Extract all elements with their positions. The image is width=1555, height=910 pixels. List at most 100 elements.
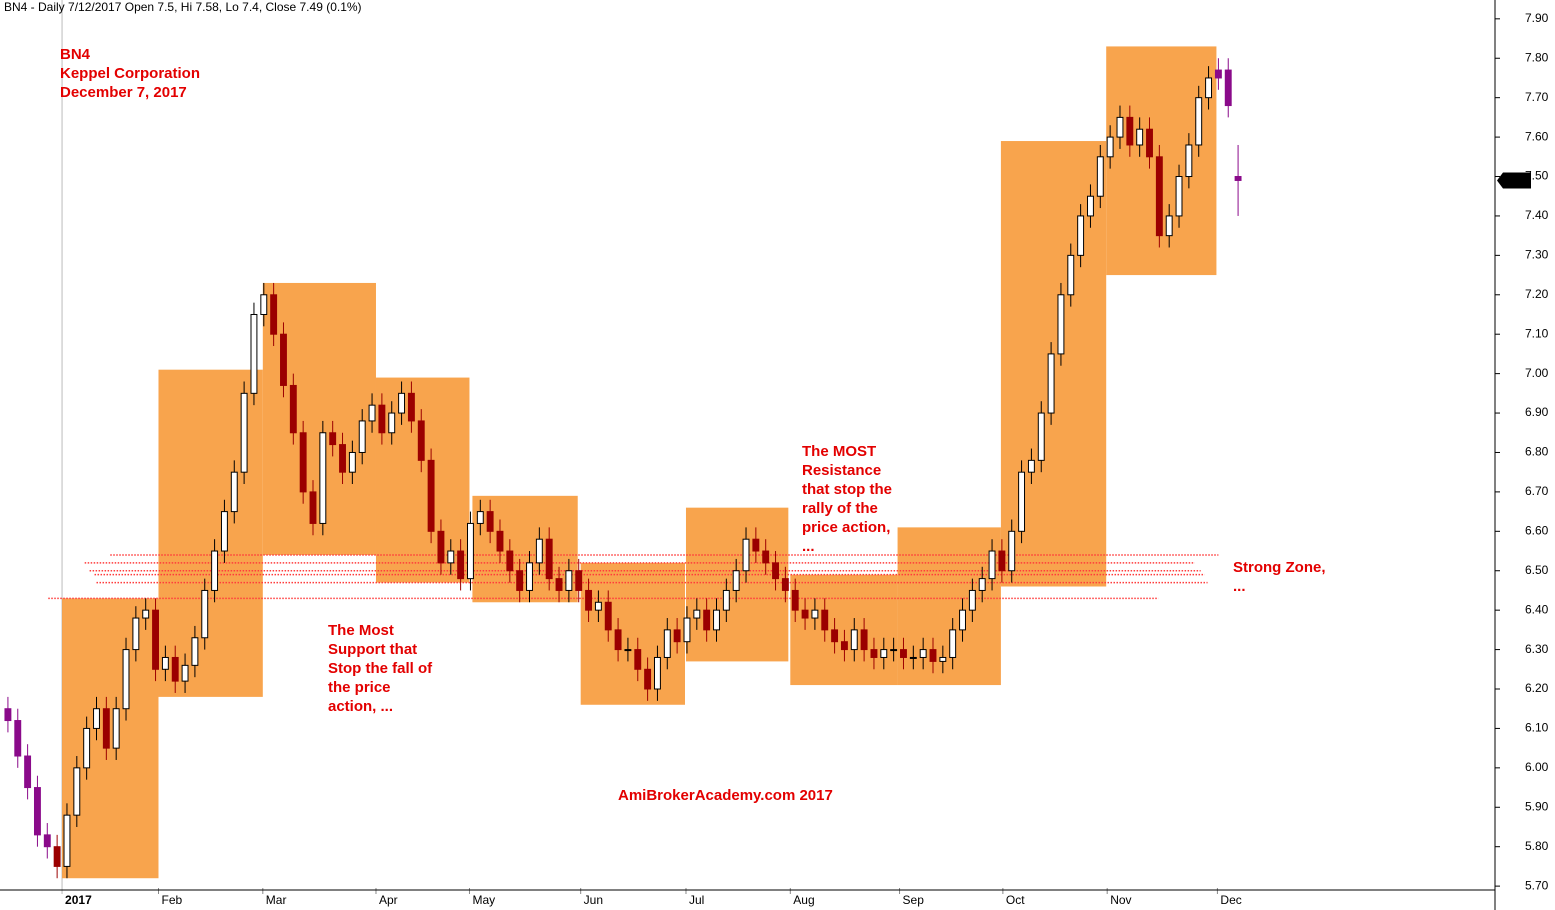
candle-body [220, 511, 228, 552]
candle-body [683, 617, 691, 643]
candle-body [132, 617, 140, 651]
x-tick-label: Feb [161, 893, 182, 907]
x-tick-label: Mar [266, 893, 287, 907]
candle-body [781, 578, 789, 591]
annotation: that stop the [802, 481, 892, 498]
candle-body [870, 649, 878, 658]
y-tick-label: 6.90 [1525, 405, 1549, 419]
candle-body [968, 589, 976, 611]
candle-body [1047, 353, 1055, 414]
x-tick-label: Nov [1110, 893, 1131, 907]
candle-body [732, 570, 740, 591]
candle-body [93, 708, 100, 729]
candle-body [1037, 412, 1045, 461]
candle-body [506, 550, 514, 572]
x-tick-label: Apr [379, 893, 398, 907]
annotation: Resistance [802, 462, 881, 479]
candle-body [14, 720, 22, 757]
candle-body [240, 392, 248, 473]
x-tick-label: Sep [903, 893, 925, 907]
last-price-box [1497, 172, 1531, 189]
candle-body [1214, 69, 1222, 79]
x-tick-label: 2017 [65, 893, 92, 907]
candle-body [1185, 144, 1193, 178]
x-tick-label: May [472, 893, 495, 907]
candle-body [171, 656, 179, 682]
y-tick-label: 6.20 [1525, 681, 1549, 695]
candle-body [604, 601, 612, 631]
candle-body [762, 550, 770, 564]
candle-body [388, 412, 396, 434]
y-tick-label: 7.00 [1525, 366, 1549, 380]
candle-body [73, 767, 81, 816]
y-tick-label: 7.80 [1525, 50, 1549, 64]
annotation: ... [1233, 578, 1246, 595]
candle-body [1018, 471, 1026, 532]
candle-body [24, 755, 32, 789]
y-tick-label: 6.00 [1525, 760, 1549, 774]
candle-body [772, 562, 779, 580]
annotation: The MOST [802, 443, 876, 460]
candle-body [1008, 530, 1016, 572]
candle-body [959, 609, 966, 631]
candle-body [1027, 459, 1035, 473]
candle-body [1057, 294, 1065, 355]
candle-body [280, 333, 287, 386]
annotation: Support that [328, 641, 417, 658]
candle-body [476, 511, 484, 524]
candle-body [270, 294, 278, 335]
candle-body [1126, 116, 1134, 146]
candle-body [624, 649, 632, 652]
candle-body [890, 649, 898, 652]
title-line: Keppel Corporation [60, 65, 200, 82]
y-tick-label: 7.20 [1525, 287, 1549, 301]
candle-body [634, 649, 642, 670]
candle-body [496, 530, 504, 552]
y-tick-label: 6.80 [1525, 445, 1549, 459]
header: BN4 - Daily 7/12/2017 Open 7.5, Hi 7.58,… [4, 0, 362, 14]
candle-body [1234, 176, 1242, 181]
x-tick-label: Oct [1006, 893, 1025, 907]
annotation: the price [328, 679, 391, 696]
candle-body [713, 609, 720, 631]
candle-body [1175, 176, 1183, 217]
y-tick-label: 7.90 [1525, 11, 1549, 25]
candle-body [33, 787, 41, 836]
x-tick-label: Jul [689, 893, 704, 907]
title-line: December 7, 2017 [60, 84, 187, 101]
candle-body [437, 530, 445, 564]
title-line: BN4 [60, 46, 91, 63]
candle-body [929, 649, 937, 662]
candle-body [201, 589, 209, 639]
y-tick-label: 7.60 [1525, 129, 1549, 143]
candle-body [358, 420, 366, 453]
candle-body [339, 444, 346, 473]
candle-body [831, 629, 839, 643]
candle-body [880, 649, 888, 658]
candle-body [1224, 69, 1232, 107]
candle-body [348, 451, 356, 473]
candle-body [742, 538, 750, 572]
candle-body [1165, 215, 1173, 237]
candle-body [63, 814, 71, 867]
annotation: price action, [802, 519, 890, 536]
candle-body [1116, 116, 1124, 138]
candle-body [575, 570, 583, 591]
candle-body [152, 609, 159, 670]
candle-body [447, 550, 455, 564]
zone [375, 377, 470, 583]
candle-body [1195, 97, 1203, 146]
candle-body [309, 491, 317, 524]
candle-body [102, 708, 110, 749]
y-tick-label: 7.40 [1525, 208, 1549, 222]
candle-body [722, 589, 730, 611]
candle-body [230, 471, 238, 513]
candle-body [53, 846, 61, 867]
candle-body [289, 384, 297, 434]
candle-body [850, 629, 858, 651]
candle-body [191, 637, 199, 666]
candle-body [368, 404, 376, 422]
candle-body [1067, 254, 1075, 296]
candle-body [1106, 136, 1114, 158]
